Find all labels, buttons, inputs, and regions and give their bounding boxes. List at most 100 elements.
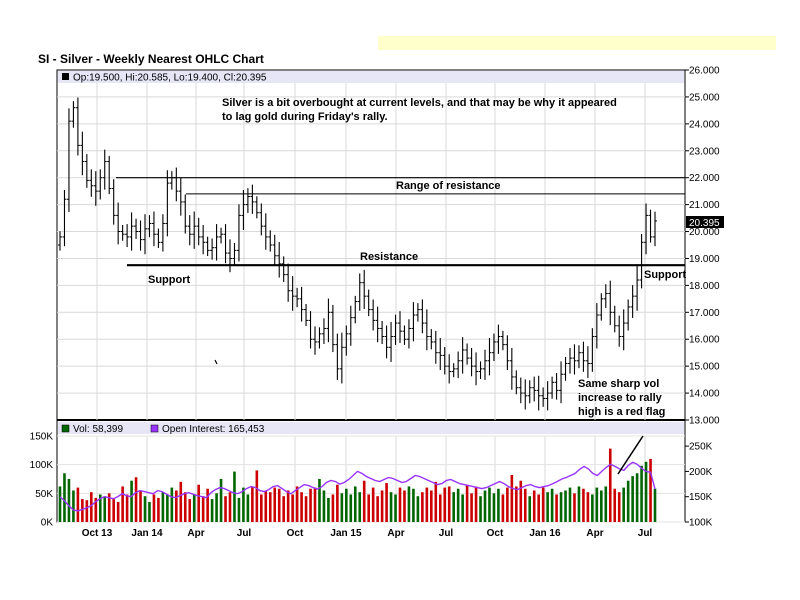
ohlc-bar xyxy=(639,233,644,289)
ohlc-bar xyxy=(174,167,179,202)
volume-bar xyxy=(327,497,330,522)
volume-bar xyxy=(166,494,169,522)
commentary-line-2: to lag gold during Friday's rally. xyxy=(222,111,388,123)
ohlc-bar xyxy=(84,154,89,188)
volume-bar xyxy=(291,494,294,522)
volume-bar xyxy=(613,488,617,522)
x-tick-label: Jul xyxy=(638,528,653,539)
volume-bar xyxy=(425,487,429,522)
volume-bar xyxy=(81,499,84,522)
volume-bar xyxy=(559,492,563,522)
volume-bar xyxy=(277,488,281,522)
volume-bar xyxy=(430,490,433,522)
volume-bar xyxy=(617,492,621,522)
x-tick-label: Jan 14 xyxy=(131,528,163,539)
ohlc-bar xyxy=(559,361,564,404)
volume-bar xyxy=(443,487,447,522)
ohlc-bar xyxy=(568,347,572,374)
volume-bar xyxy=(188,499,192,522)
ohlc-bar xyxy=(523,379,528,410)
volume-bar xyxy=(268,492,272,522)
x-tick-label: Apr xyxy=(586,528,603,539)
volume-bar xyxy=(586,492,590,522)
price-readout-swatch xyxy=(62,73,69,80)
ohlc-bar xyxy=(58,231,62,251)
y-tick-label: 25.000 xyxy=(689,92,720,103)
ohlc-bar xyxy=(626,299,631,331)
ohlc-bar xyxy=(550,376,555,399)
ohlc-bar xyxy=(375,306,380,343)
y-tick-label: 14.000 xyxy=(689,389,720,400)
oi-tick-label: 150K xyxy=(689,492,713,503)
volume-bar xyxy=(260,494,263,522)
ohlc-bar xyxy=(366,289,371,317)
volume-bar xyxy=(107,493,111,522)
volume-bar xyxy=(67,479,71,522)
ohlc-bar xyxy=(286,263,291,302)
volume-bar xyxy=(228,492,232,522)
volume-bar xyxy=(452,492,455,522)
ohlc-bar xyxy=(389,321,394,362)
ohlc-bar xyxy=(474,352,479,386)
volume-bar xyxy=(309,488,312,522)
x-tick-label: Jul xyxy=(237,528,252,539)
ohlc-bar xyxy=(268,230,273,252)
ohlc-bar xyxy=(585,346,590,379)
ohlc-bar xyxy=(205,236,210,257)
ohlc-bar xyxy=(299,286,304,322)
volume-bar xyxy=(336,484,339,522)
volume-bar xyxy=(573,493,576,522)
volume-bar xyxy=(622,487,625,522)
volume-bar xyxy=(286,490,290,522)
ohlc-bar xyxy=(563,356,568,381)
x-tick-label: Jan 15 xyxy=(330,528,362,539)
ohlc-bar xyxy=(219,227,224,244)
volume-bar xyxy=(170,487,174,522)
ohlc-bar xyxy=(344,325,349,356)
volume-bar xyxy=(501,494,505,522)
volume-bar xyxy=(640,465,643,522)
support-label-right: Support xyxy=(644,269,686,281)
volume-bar xyxy=(224,496,227,522)
volume-bar xyxy=(470,493,473,522)
price-ohlc-readout: Op:19.500, Hi:20.585, Lo:19.400, Cl:20.3… xyxy=(73,73,267,84)
volume-bar xyxy=(376,496,379,522)
volume-bar xyxy=(564,490,567,522)
volume-bar xyxy=(653,488,657,522)
volume-bar xyxy=(72,490,75,522)
volume-bar xyxy=(438,494,442,522)
volume-bar xyxy=(398,487,402,522)
ohlc-bar xyxy=(98,169,103,200)
ohlc-bar xyxy=(384,325,389,359)
volume-note-line-1: Same sharp vol xyxy=(578,378,659,390)
volume-bar xyxy=(474,486,478,522)
last-price-label: 20.395 xyxy=(689,218,720,229)
volume-bar xyxy=(595,487,599,522)
volume-bar xyxy=(210,499,214,522)
volume-note-line-3: high is a red flag xyxy=(578,406,665,418)
ohlc-bar xyxy=(608,280,613,326)
ohlc-bar xyxy=(125,224,130,248)
volume-bar xyxy=(85,500,89,522)
volume-bar xyxy=(192,494,196,522)
volume-tick-label: 50K xyxy=(35,489,53,500)
ohlc-bar xyxy=(187,215,192,246)
volume-bar xyxy=(434,481,438,522)
volume-bar xyxy=(385,483,388,522)
ohlc-bar xyxy=(223,224,228,264)
x-tick-label: Oct xyxy=(287,528,304,539)
volume-bar xyxy=(403,490,406,522)
ohlc-bar xyxy=(429,329,434,350)
volume-bar xyxy=(295,486,299,522)
ohlc-bar xyxy=(630,285,635,318)
ohlc-bar xyxy=(612,305,617,333)
ohlc-bar xyxy=(232,242,237,266)
volume-bar xyxy=(394,494,397,522)
oi-tick-label: 100K xyxy=(689,518,713,529)
volume-readout-bar xyxy=(58,422,684,434)
volume-bar xyxy=(523,488,527,522)
volume-bar xyxy=(550,488,554,522)
volume-bar xyxy=(197,484,200,522)
ohlc-bar xyxy=(66,108,71,213)
volume-bar xyxy=(179,481,183,522)
